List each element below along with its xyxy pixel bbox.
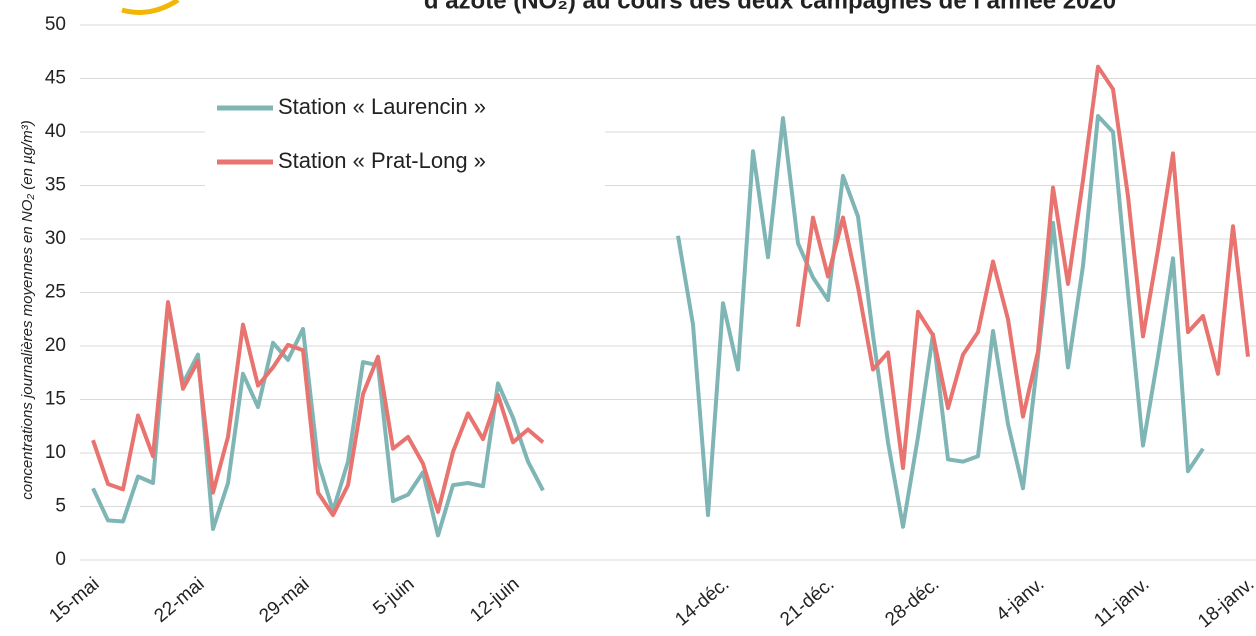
y-tick-label: 50 <box>45 14 66 35</box>
legend-label: Station « Prat-Long » <box>278 148 486 173</box>
y-tick-label: 15 <box>45 389 66 410</box>
y-tick-label: 0 <box>55 549 66 570</box>
legend-label: Station « Laurencin » <box>278 94 486 119</box>
x-tick-label: 18-janv. <box>1194 574 1256 633</box>
y-tick-label: 20 <box>45 335 66 356</box>
y-tick-label: 35 <box>45 175 66 196</box>
y-tick-label: 25 <box>45 282 66 303</box>
legend-background <box>205 80 605 190</box>
x-tick-label: 12-juin <box>466 574 523 627</box>
chart-title: d’azote (NO₂) au cours des deux campagne… <box>424 0 1116 14</box>
x-tick-label: 14-déc. <box>671 574 733 631</box>
x-tick-label: 11-janv. <box>1090 574 1153 632</box>
y-tick-label: 45 <box>45 68 66 89</box>
x-tick-label: 15-mai <box>45 574 103 627</box>
y-tick-label: 40 <box>45 121 66 142</box>
y-tick-label: 30 <box>45 228 66 249</box>
y-tick-label: 10 <box>45 442 66 463</box>
y-axis-label: concentrations journalières moyennes en … <box>19 120 36 500</box>
x-tick-label: 4-janv. <box>992 574 1048 626</box>
x-tick-label: 22-mai <box>150 574 208 627</box>
logo <box>121 0 180 15</box>
x-tick-label: 5-juin <box>369 574 418 620</box>
x-tick-label: 21-déc. <box>776 574 838 631</box>
x-tick-label: 29-mai <box>255 574 313 627</box>
series-line <box>91 64 1250 518</box>
y-tick-label: 5 <box>55 496 66 517</box>
x-tick-label: 28-déc. <box>881 574 943 631</box>
